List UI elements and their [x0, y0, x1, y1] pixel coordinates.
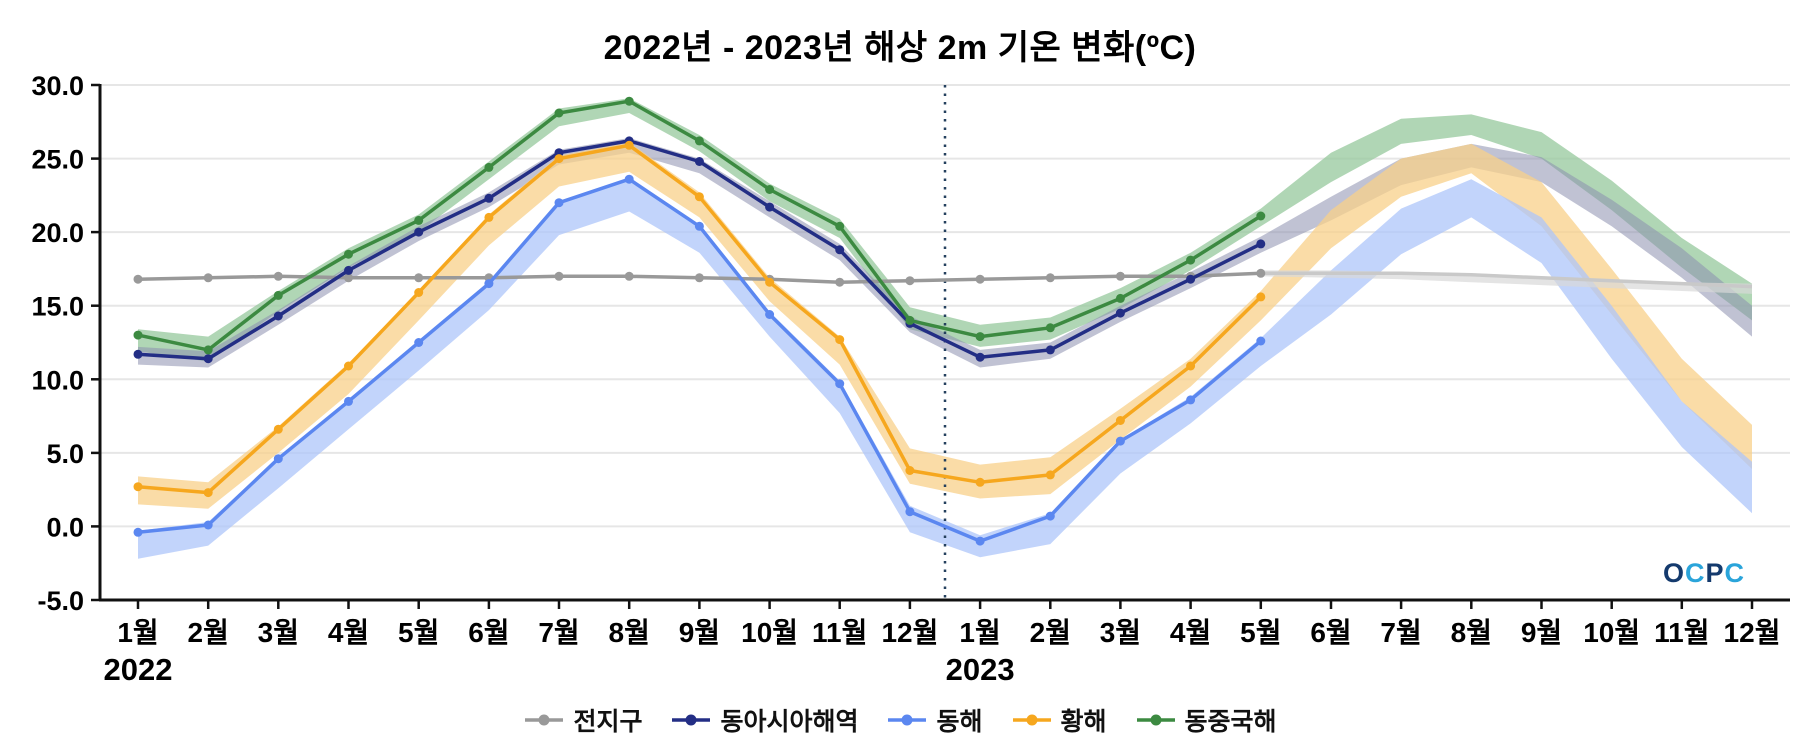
east-sea-legend-marker-icon — [888, 714, 927, 726]
chart-title: 2022년 - 2023년 해상 2m 기온 변화(ºC) — [603, 29, 1197, 67]
legend-label-east-asia-seas: 동아시아해역 — [720, 708, 859, 736]
ocpc-logo-letter: P — [1705, 558, 1725, 588]
chart-legend: 전지구 동아시아해역 동해 황해 동중국해 — [0, 702, 1800, 738]
svg-text:11월: 11월 — [1654, 617, 1709, 648]
svg-text:6월: 6월 — [1310, 617, 1351, 648]
legend-label-yellow-sea: 황해 — [1060, 708, 1107, 736]
svg-text:1월: 1월 — [959, 617, 1000, 648]
east-china-sea-legend-marker-icon — [1136, 714, 1175, 726]
svg-text:2월: 2월 — [1030, 617, 1071, 648]
svg-text:5.0: 5.0 — [46, 439, 84, 469]
svg-text:15.0: 15.0 — [31, 292, 84, 322]
temperature-chart: 30.0 25.0 20.0 15.0 10.0 5.0 0.0 -5.0 1월 2월 3월 4월 5월… — [31, 71, 1790, 687]
svg-text:6월: 6월 — [468, 617, 509, 648]
legend-label-global: 전지구 — [573, 708, 643, 736]
svg-text:30.0: 30.0 — [31, 71, 84, 101]
axes-and-labels: 30.0 25.0 20.0 15.0 10.0 5.0 0.0 -5.0 1월 2월 3월 4월 5월… — [31, 71, 1790, 687]
yellow-sea-legend-marker-icon — [1012, 714, 1051, 726]
svg-text:2022: 2022 — [104, 652, 173, 687]
svg-text:2월: 2월 — [188, 617, 229, 648]
global-band — [1260, 270, 1752, 294]
legend-label-east-sea: 동해 — [936, 708, 983, 736]
svg-text:8월: 8월 — [1451, 617, 1492, 648]
east-asia-seas-legend-marker-icon — [672, 714, 711, 726]
legend-item-east-asia-seas: 동아시아해역 — [670, 702, 858, 738]
svg-text:2023: 2023 — [946, 652, 1015, 687]
legend-item-global: 전지구 — [523, 702, 642, 738]
svg-text:7월: 7월 — [1380, 617, 1421, 648]
series-lines — [133, 96, 1753, 546]
svg-text:3월: 3월 — [258, 617, 299, 648]
svg-text:5월: 5월 — [1240, 617, 1281, 648]
svg-text:1월: 1월 — [117, 617, 158, 648]
svg-text:4월: 4월 — [1170, 617, 1211, 648]
legend-label-east-china-sea: 동중국해 — [1184, 708, 1277, 736]
svg-text:9월: 9월 — [679, 617, 720, 648]
svg-text:10.0: 10.0 — [31, 365, 84, 395]
global-forecast-line — [1260, 271, 1753, 289]
svg-text:12월: 12월 — [1724, 617, 1781, 648]
svg-text:20.0: 20.0 — [31, 218, 84, 248]
legend-item-east-china-sea: 동중국해 — [1135, 702, 1277, 738]
ocpc-logo-letter: C — [1684, 558, 1706, 588]
svg-text:9월: 9월 — [1521, 617, 1562, 648]
svg-text:8월: 8월 — [609, 617, 650, 648]
east-asia-seas-band — [138, 138, 1752, 368]
svg-text:12월: 12월 — [881, 617, 938, 648]
svg-text:3월: 3월 — [1100, 617, 1141, 648]
legend-item-east-sea: 동해 — [886, 702, 983, 738]
ocpc-logo-letter: O — [1662, 558, 1685, 588]
svg-text:10월: 10월 — [741, 617, 798, 648]
ocpc-logo: OCPC — [1663, 558, 1745, 589]
global-legend-marker-icon — [525, 714, 564, 726]
svg-text:11월: 11월 — [812, 617, 867, 648]
yellow-sea-band — [138, 142, 1752, 509]
east-china-sea-band — [138, 98, 1752, 362]
svg-text:25.0: 25.0 — [31, 145, 84, 175]
svg-text:10월: 10월 — [1583, 617, 1640, 648]
ocpc-logo-letter: C — [1724, 558, 1745, 588]
legend-item-yellow-sea: 황해 — [1011, 702, 1107, 738]
svg-text:4월: 4월 — [328, 617, 369, 648]
svg-text:-5.0: -5.0 — [37, 586, 84, 616]
svg-text:0.0: 0.0 — [46, 512, 84, 542]
svg-text:7월: 7월 — [538, 617, 579, 648]
svg-text:5월: 5월 — [398, 617, 439, 648]
